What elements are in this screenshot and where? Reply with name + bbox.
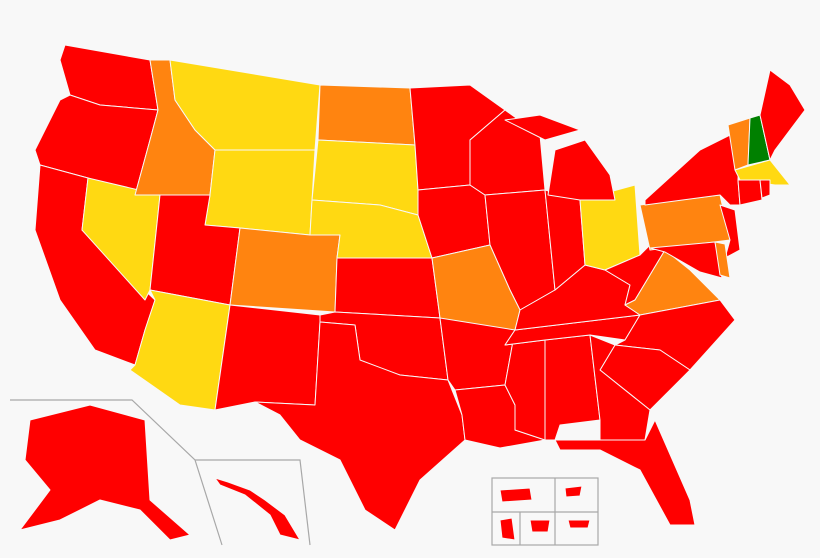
state-pr <box>499 487 533 503</box>
state-mi <box>547 139 616 201</box>
state-as <box>567 519 591 529</box>
state-ga <box>589 334 651 441</box>
state-hi <box>214 477 301 541</box>
state-mp <box>529 519 551 533</box>
inset-borders <box>10 399 599 546</box>
state-md <box>649 241 723 279</box>
state-gu <box>499 517 516 541</box>
state-mi <box>504 114 581 141</box>
state-de <box>714 241 731 279</box>
state-nj <box>719 204 741 259</box>
state-vi <box>564 485 583 498</box>
state-nd <box>317 84 416 146</box>
state-nm <box>214 304 321 411</box>
state-ks <box>334 257 441 319</box>
state-ri <box>759 179 771 199</box>
state-me <box>759 69 806 161</box>
state-fl <box>554 419 696 526</box>
state-tx <box>254 321 466 531</box>
state-ak <box>19 404 191 541</box>
state-wy <box>204 149 316 236</box>
state-ar <box>439 317 516 391</box>
state-ma <box>734 159 791 186</box>
alaska-inset-border <box>10 399 223 546</box>
hawaii-inset-border <box>195 459 311 546</box>
state-ct <box>737 179 763 206</box>
state-ny <box>644 129 741 206</box>
state-co <box>229 227 341 313</box>
